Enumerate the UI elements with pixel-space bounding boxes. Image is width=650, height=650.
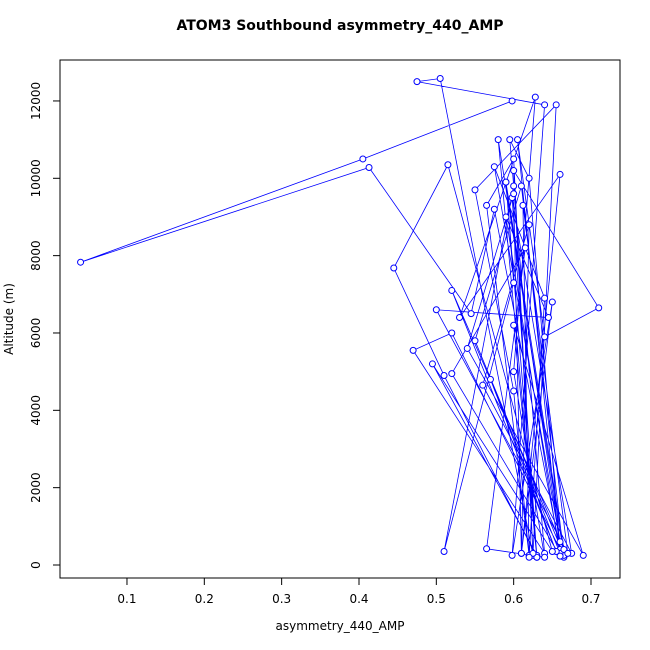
x-tick-label: 0.1 bbox=[117, 592, 136, 606]
data-point bbox=[448, 286, 456, 294]
data-point bbox=[471, 337, 479, 345]
data-point bbox=[494, 136, 502, 144]
data-point bbox=[436, 75, 444, 83]
data-point bbox=[556, 170, 564, 178]
data-point bbox=[510, 190, 518, 198]
data-point bbox=[490, 205, 498, 213]
y-tick-label: 0 bbox=[29, 561, 43, 569]
data-point bbox=[508, 551, 516, 559]
data-point bbox=[541, 553, 549, 561]
data-point bbox=[521, 244, 529, 252]
data-point bbox=[552, 101, 560, 109]
data-line bbox=[80, 78, 600, 558]
x-tick-label: 0.6 bbox=[504, 592, 523, 606]
data-point bbox=[541, 294, 549, 302]
data-point bbox=[77, 258, 85, 266]
data-point bbox=[525, 553, 533, 561]
y-tick-label: 8000 bbox=[29, 240, 43, 271]
data-point bbox=[548, 298, 556, 306]
data-point bbox=[467, 310, 475, 318]
data-point bbox=[479, 381, 487, 389]
data-point bbox=[444, 161, 452, 169]
data-point bbox=[483, 545, 491, 553]
data-point bbox=[502, 213, 510, 221]
data-point bbox=[390, 264, 398, 272]
data-point bbox=[541, 101, 549, 109]
data-point bbox=[502, 178, 510, 186]
data-point bbox=[510, 368, 518, 376]
data-point bbox=[556, 552, 564, 560]
y-tick-label: 10000 bbox=[29, 159, 43, 197]
data-point bbox=[471, 186, 479, 194]
data-point bbox=[413, 78, 421, 86]
x-axis-label: asymmetry_440_AMP bbox=[276, 619, 405, 633]
data-point bbox=[548, 547, 556, 555]
data-point bbox=[517, 549, 525, 557]
data-point bbox=[541, 333, 549, 341]
y-axis-label: Altitude (m) bbox=[2, 283, 16, 355]
data-point bbox=[531, 93, 539, 101]
data-point bbox=[510, 387, 518, 395]
x-tick-label: 0.2 bbox=[195, 592, 214, 606]
data-point bbox=[359, 155, 367, 163]
data-point bbox=[365, 163, 373, 171]
data-point bbox=[595, 304, 603, 312]
data-point bbox=[544, 314, 552, 322]
data-point bbox=[506, 136, 514, 144]
plot-frame bbox=[59, 59, 621, 579]
data-point bbox=[440, 547, 448, 555]
data-point bbox=[514, 136, 522, 144]
data-point bbox=[448, 370, 456, 378]
data-point bbox=[440, 372, 448, 380]
data-point bbox=[490, 163, 498, 171]
data-point bbox=[510, 321, 518, 329]
x-tick-label: 0.7 bbox=[581, 592, 600, 606]
data-point bbox=[483, 201, 491, 209]
data-point bbox=[428, 360, 436, 368]
data-point bbox=[456, 314, 464, 322]
y-tick-label: 6000 bbox=[29, 318, 43, 349]
data-point bbox=[463, 344, 471, 352]
data-point bbox=[519, 201, 527, 209]
y-tick-label: 2000 bbox=[29, 472, 43, 503]
y-tick-label: 12000 bbox=[29, 82, 43, 120]
data-point bbox=[510, 182, 518, 190]
data-point bbox=[486, 375, 494, 383]
data-point bbox=[517, 182, 525, 190]
data-point bbox=[510, 279, 518, 287]
x-tick-label: 0.5 bbox=[427, 592, 446, 606]
data-point bbox=[448, 329, 456, 337]
chart-title: ATOM3 Southbound asymmetry_440_AMP bbox=[176, 18, 503, 34]
x-tick-label: 0.4 bbox=[349, 592, 368, 606]
data-point bbox=[579, 551, 587, 559]
y-tick-label: 4000 bbox=[29, 395, 43, 426]
data-point bbox=[525, 174, 533, 182]
data-point bbox=[409, 346, 417, 354]
data-point bbox=[432, 306, 440, 314]
data-point bbox=[510, 155, 518, 163]
data-point bbox=[510, 167, 518, 175]
data-point bbox=[556, 538, 564, 546]
x-tick-label: 0.3 bbox=[272, 592, 291, 606]
data-point bbox=[564, 549, 572, 557]
data-point bbox=[525, 221, 533, 229]
data-point bbox=[508, 97, 516, 105]
